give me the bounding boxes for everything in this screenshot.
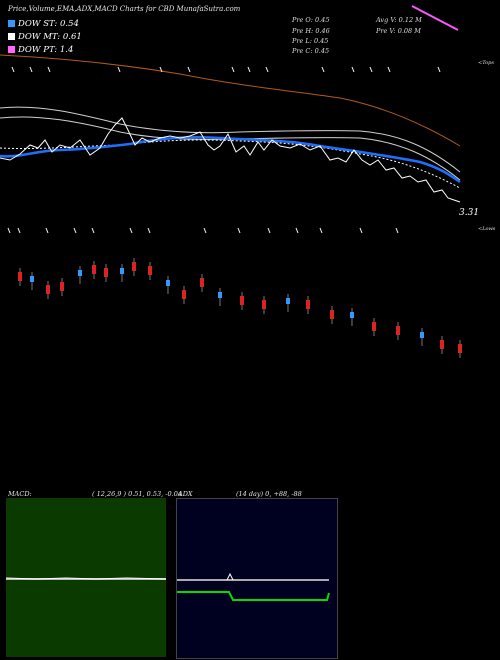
candle-body (372, 322, 376, 331)
adx-green-line (177, 591, 330, 601)
candle-body (18, 272, 22, 281)
candle-body (166, 280, 170, 286)
legend-label: DOW MT: 0.61 (18, 32, 82, 42)
legend-swatch-icon (8, 33, 15, 40)
candle-body (240, 296, 244, 305)
adx-label: ADX (178, 490, 193, 498)
macd-values: ( 12,26,9 ) 0.51, 0.53, -0.04 (92, 490, 182, 498)
price-line (0, 117, 461, 203)
adx-panel (176, 498, 338, 659)
candle-body (132, 262, 136, 271)
macd-label: MACD: (8, 490, 32, 498)
legend-swatch-icon (8, 46, 15, 53)
adx-values: (14 day) 0, +88, -88 (236, 490, 302, 498)
candle-body (350, 312, 354, 318)
pre-low: Pre L: 0.45 (292, 37, 329, 45)
dow-pt-trend-line (411, 5, 459, 31)
adx-spike (226, 572, 234, 581)
macd-panel (6, 498, 166, 657)
legend-swatch-icon (8, 20, 15, 27)
dow-st-line (0, 136, 461, 184)
candle-body (60, 282, 64, 291)
chart-title: Price,Volume,EMA,ADX,MACD Charts for CBD… (8, 5, 241, 13)
candle-body (200, 278, 204, 287)
candle-body (262, 300, 266, 309)
candle-body (148, 266, 152, 275)
last-price-label: 3.31 (459, 208, 480, 218)
upper-band-outer (0, 106, 461, 173)
candle-body (104, 268, 108, 277)
legend-dow-pt: DOW PT: 1.4 (8, 45, 73, 55)
candle-body (218, 292, 222, 298)
avg-volume: Avg V: 0.12 M (376, 16, 422, 24)
macd-line (6, 577, 166, 580)
candle-body (286, 298, 290, 304)
dow-pt-line (0, 54, 461, 147)
legend-dow-st: DOW ST: 0.54 (8, 19, 79, 29)
legend-dow-mt: DOW MT: 0.61 (8, 32, 82, 42)
candle-body (78, 270, 82, 276)
candle-body (330, 310, 334, 319)
lows-label: <Lows (478, 226, 496, 232)
price-chart (0, 5, 462, 358)
candle-body (46, 285, 50, 294)
legend-label: DOW PT: 1.4 (18, 45, 74, 55)
candle-body (30, 276, 34, 282)
candle-body (420, 332, 424, 338)
dow-mt-dashed (0, 139, 461, 189)
top-arrows (11, 66, 441, 73)
pre-high: Pre H: 0.46 (292, 27, 330, 35)
pre-close: Pre C: 0.45 (292, 47, 330, 55)
tops-label: <Tops (478, 60, 494, 66)
candle-body (182, 290, 186, 299)
candle-body (306, 300, 310, 309)
candle-body (458, 344, 462, 353)
candle-body (440, 340, 444, 349)
adx-svg (177, 572, 330, 601)
candle-body (396, 326, 400, 335)
macd-svg (6, 577, 166, 580)
pre-volume: Pre V: 0.08 M (376, 27, 421, 35)
candles (18, 258, 462, 358)
candle-body (92, 265, 96, 274)
legend-label: DOW ST: 0.54 (18, 19, 79, 29)
pre-open: Pre O: 0.45 (292, 16, 330, 24)
candle-body (120, 268, 124, 274)
bottom-arrows (7, 227, 399, 234)
